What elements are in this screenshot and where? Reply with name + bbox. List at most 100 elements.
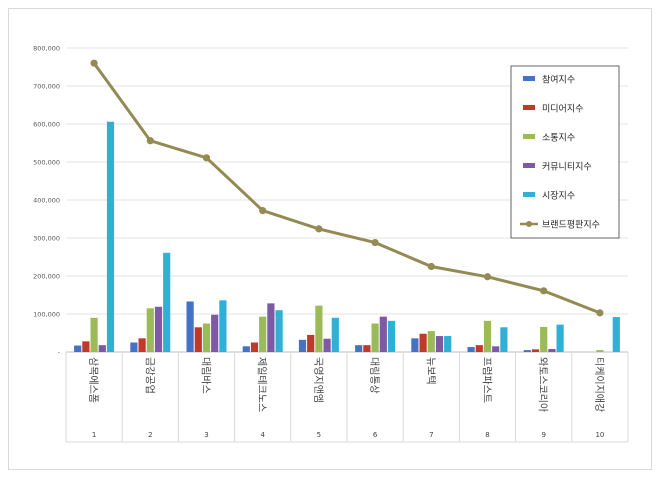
point-브랜드평판지수-9 (540, 287, 548, 295)
line-브랜드평판지수 (92, 62, 601, 315)
bar-참여지수-2 (130, 342, 138, 352)
point-브랜드평판지수-3 (202, 154, 211, 162)
bar-시장지수-3 (219, 300, 227, 352)
legend-swatch-미디어지수 (523, 105, 535, 110)
y-tick-label: 200,000 (33, 273, 60, 281)
legend-label: 소통지수 (542, 133, 575, 144)
bar-소통지수-7 (427, 331, 435, 352)
category-label: 금강공업 (143, 357, 156, 394)
bar-커뮤니티지수-8 (492, 346, 500, 352)
bar-커뮤니티지수-6 (379, 316, 387, 352)
bar-미디어지수-5 (307, 334, 315, 352)
category-label: 삼목에스폼 (87, 357, 99, 403)
bar-미디어지수-1 (82, 341, 90, 352)
bar-소통지수-1 (90, 317, 98, 352)
category-label: 제일테크노스 (256, 357, 268, 412)
category-label: 대림바스 (200, 357, 212, 394)
point-브랜드평판지수-6 (371, 238, 379, 247)
legend-marker-브랜드평판지수 (526, 221, 532, 227)
bar-미디어지수-3 (194, 327, 202, 352)
legend-swatch-소통지수 (523, 134, 535, 139)
bar-미디어지수-8 (475, 345, 483, 352)
bar-미디어지수-6 (363, 345, 371, 352)
legend-swatch-시장지수 (523, 192, 535, 197)
category-label: 프럼파스트 (481, 357, 494, 403)
legend-label: 브랜드평판지수 (542, 220, 600, 231)
legend-label: 커뮤니티지수 (542, 162, 592, 173)
rank-label: 5 (317, 431, 321, 439)
bar-커뮤니티지수-9 (548, 348, 556, 352)
bar-시장지수-6 (387, 320, 396, 352)
bar-소통지수-6 (371, 323, 379, 352)
bar-커뮤니티지수-2 (154, 306, 163, 352)
legend-box (510, 65, 620, 239)
legend-label: 시장지수 (542, 191, 575, 202)
bar-참여지수-7 (411, 338, 419, 352)
y-tick-label: - (58, 349, 61, 357)
y-tick-label: 800,000 (33, 45, 60, 53)
point-브랜드평판지수-10 (596, 309, 604, 317)
y-tick-label: 500,000 (33, 159, 60, 167)
bar-참여지수-9 (523, 350, 531, 352)
y-tick-label: 400,000 (33, 197, 60, 205)
point-브랜드평판지수-1 (90, 59, 98, 67)
bar-참여지수-3 (186, 301, 194, 352)
legend-label: 참여지수 (542, 74, 575, 86)
bar-소통지수-2 (146, 308, 154, 352)
bar-시장지수-10 (612, 317, 620, 352)
bar-커뮤니티지수-4 (267, 303, 275, 352)
bar-시장지수-5 (331, 317, 339, 352)
rank-label: 10 (595, 431, 604, 439)
bar-미디어지수-2 (138, 338, 146, 352)
rank-label: 7 (429, 431, 433, 439)
rank-label: 3 (204, 431, 208, 439)
y-tick-label: 700,000 (33, 83, 60, 91)
point-브랜드평판지수-4 (259, 207, 267, 215)
bar-참여지수-8 (467, 347, 475, 352)
y-tick-label: 300,000 (33, 235, 60, 243)
category-label: 티케이지애강 (593, 357, 605, 412)
bar-미디어지수-4 (250, 342, 259, 352)
legend-swatch-참여지수 (523, 76, 535, 81)
bar-소통지수-4 (259, 316, 267, 352)
rank-label: 6 (373, 431, 378, 439)
rank-label: 9 (541, 431, 545, 439)
rank-label: 8 (485, 431, 489, 439)
category-label: 와토스코리아 (537, 357, 549, 412)
bar-참여지수-4 (242, 346, 250, 352)
point-브랜드평판지수-5 (315, 225, 323, 233)
bar-미디어지수-7 (419, 333, 427, 352)
bar-시장지수-4 (275, 310, 283, 352)
bar-소통지수-8 (483, 320, 492, 352)
bar-커뮤니티지수-7 (435, 336, 444, 352)
bar-시장지수-8 (500, 327, 508, 352)
category-label: 국영지앤엠 (312, 357, 324, 403)
legend-swatch-커뮤니티지수 (523, 163, 535, 168)
bar-소통지수-3 (202, 323, 211, 352)
rank-label: 2 (148, 431, 152, 439)
bar-미디어지수-9 (531, 349, 540, 352)
bar-커뮤니티지수-3 (211, 314, 219, 352)
bar-시장지수-9 (556, 324, 564, 352)
bar-시장지수-7 (444, 336, 452, 352)
bar-소통지수-9 (540, 326, 548, 352)
bar-커뮤니티지수-5 (323, 338, 331, 352)
category-label: 대림통상 (368, 357, 380, 394)
bar-소통지수-10 (596, 350, 604, 352)
point-브랜드평판지수-7 (427, 262, 435, 271)
rank-label: 4 (260, 431, 265, 439)
bar-시장지수-2 (163, 252, 171, 352)
legend-label: 미디어지수 (542, 104, 583, 115)
y-tick-label: 600,000 (33, 121, 60, 129)
rank-label: 1 (92, 431, 96, 439)
bar-소통지수-5 (315, 305, 323, 352)
bar-참여지수-5 (298, 339, 307, 352)
bar-참여지수-1 (74, 345, 82, 352)
bar-시장지수-1 (106, 121, 115, 352)
point-브랜드평판지수-2 (146, 137, 154, 145)
bar-참여지수-6 (355, 345, 363, 352)
category-label: 뉴보텍 (424, 357, 436, 385)
bar-커뮤니티지수-1 (98, 345, 106, 352)
y-tick-label: 100,000 (33, 311, 60, 319)
